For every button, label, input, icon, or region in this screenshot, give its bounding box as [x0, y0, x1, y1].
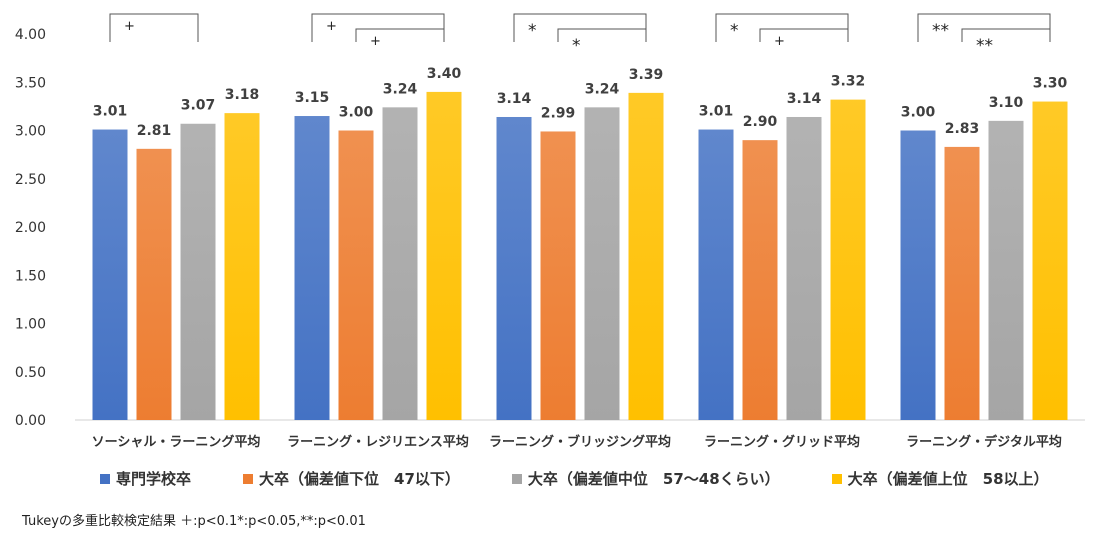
bar [1032, 101, 1068, 421]
data-label: 3.24 [585, 81, 620, 97]
data-label: 3.14 [497, 91, 532, 107]
legend-label: 大卒（偏差値上位 58以上） [847, 470, 1049, 488]
x-tick-label: ラーニング・ブリッジング平均 [489, 434, 671, 450]
data-label: 3.00 [339, 105, 374, 121]
data-label: 2.81 [137, 123, 172, 139]
bar [988, 120, 1024, 420]
y-tick-label: 1.00 [15, 317, 46, 333]
legend-item-series-3: 大卒（偏差値中位 57〜48くらい） [511, 468, 780, 489]
y-tick-label: 2.00 [15, 220, 46, 236]
y-tick-label: 4.00 [15, 27, 46, 43]
data-label: 2.90 [743, 114, 778, 130]
bar [136, 148, 172, 420]
legend-swatch [831, 473, 842, 484]
bar [338, 130, 374, 420]
y-tick-label: 1.50 [15, 268, 46, 284]
bar [584, 107, 620, 420]
legend-swatch [100, 473, 110, 484]
x-tick-label: ラーニング・レジリエンス平均 [287, 434, 469, 450]
bar [92, 129, 128, 420]
bar [180, 123, 216, 421]
significance-mark: ** [976, 36, 993, 56]
significance-mark: * [528, 21, 537, 41]
legend-label: 専門学校卒 [116, 470, 192, 488]
data-label: 3.10 [989, 95, 1024, 111]
legend-swatch [511, 473, 522, 484]
bar [944, 146, 980, 420]
x-tick-label: ソーシャル・ラーニング平均 [92, 434, 261, 450]
data-label: 3.32 [831, 74, 866, 90]
significance-bracket [109, 13, 199, 42]
data-label: 3.30 [1033, 76, 1068, 92]
bar [382, 107, 418, 420]
bar [224, 113, 260, 420]
data-label: 2.83 [945, 121, 980, 137]
significance-mark: * [730, 21, 739, 41]
legend-swatch [243, 473, 254, 484]
y-tick-label: 0.00 [15, 413, 46, 429]
legend-item-series-1: 専門学校卒 [100, 468, 191, 489]
x-tick-label: ラーニング・グリッド平均 [704, 434, 860, 450]
bar [294, 116, 330, 421]
bar [698, 129, 734, 420]
bar [900, 130, 936, 420]
significance-bracket [961, 28, 1051, 42]
x-tick-label: ラーニング・デジタル平均 [906, 434, 1062, 450]
data-label: 3.39 [629, 67, 664, 83]
data-label: 3.01 [699, 104, 734, 120]
significance-mark: + [326, 19, 337, 34]
significance-bracket [513, 13, 647, 42]
significance-bracket [715, 13, 849, 42]
legend-label: 大卒（偏差値下位 47以下） [259, 470, 460, 488]
data-label: 3.24 [383, 81, 418, 97]
significance-bracket [355, 28, 445, 42]
significance-bracket [917, 13, 1051, 42]
y-tick-label: 3.50 [15, 75, 46, 91]
data-label: 3.14 [787, 91, 822, 107]
data-label: 3.18 [225, 87, 260, 103]
bar [540, 131, 576, 420]
significance-bracket [557, 28, 647, 42]
data-label: 3.07 [181, 98, 216, 114]
significance-mark: * [572, 36, 581, 56]
data-label: 3.15 [295, 90, 330, 106]
significance-mark: + [774, 34, 785, 49]
y-tick-label: 2.50 [15, 172, 46, 188]
bar [496, 116, 532, 421]
significance-mark: + [370, 34, 381, 49]
legend-label: 大卒（偏差値中位 57〜48くらい） [527, 470, 780, 488]
y-tick-label: 0.50 [15, 365, 46, 381]
bar [742, 140, 778, 420]
significance-mark: ** [932, 21, 949, 41]
legend-item-series-4: 大卒（偏差値上位 58以上） [831, 468, 1049, 489]
significance-bracket [311, 13, 445, 42]
legend-item-series-2: 大卒（偏差値下位 47以下） [243, 468, 460, 489]
legend: 専門学校卒 大卒（偏差値下位 47以下） 大卒（偏差値中位 57〜48くらい） … [100, 468, 1060, 489]
bar [786, 116, 822, 421]
significance-mark: + [124, 19, 135, 34]
bar-chart: 0.00 0.50 1.00 1.50 2.00 2.50 3.00 3.50 4.00 3.01… [15, 13, 1085, 450]
bar [830, 99, 866, 421]
data-label: 2.99 [541, 105, 576, 121]
bar [426, 91, 462, 421]
y-tick-label: 3.00 [15, 124, 46, 140]
data-label: 3.40 [427, 66, 462, 82]
significance-bracket [759, 28, 849, 42]
bar [628, 92, 664, 421]
data-label: 3.01 [93, 104, 128, 120]
data-label: 3.00 [901, 105, 936, 121]
footnote: Tukeyの多重比較検定結果 ＋:p<0.1*:p<0.05,**:p<0.01 [22, 514, 366, 529]
